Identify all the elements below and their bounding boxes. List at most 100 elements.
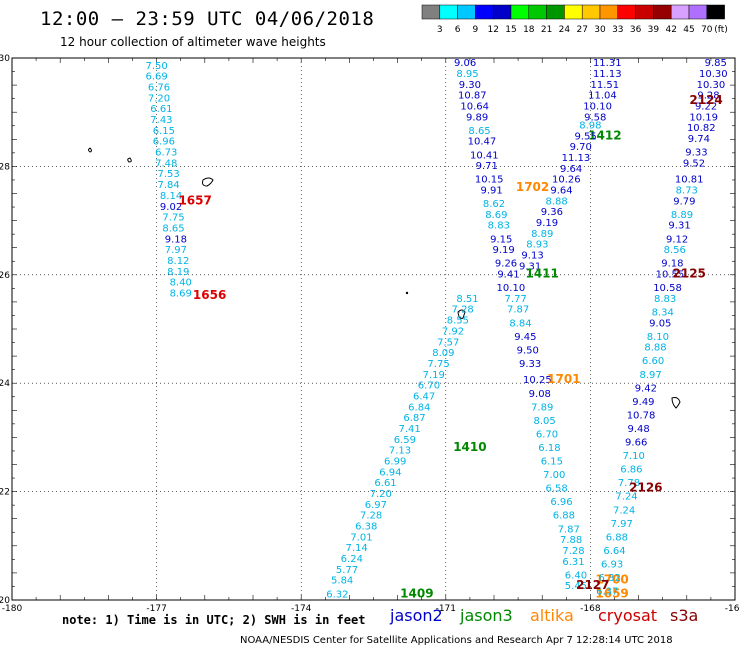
swh-value: 9.33 [519, 359, 541, 370]
swh-value: 11.04 [588, 91, 617, 102]
swh-value: 7.77 [505, 294, 527, 305]
swh-value: 9.12 [666, 234, 688, 245]
swh-value: 9.22 [695, 101, 717, 112]
swh-value: 9.74 [688, 134, 710, 145]
legend-item-s3a: s3a [670, 606, 699, 625]
swh-value: 9.66 [625, 438, 647, 449]
track-label: 1656 [193, 288, 226, 302]
swh-value: 5.45 [565, 581, 587, 592]
swh-value: 8.65 [468, 126, 490, 137]
swh-value: 6.99 [384, 457, 406, 468]
swh-value: 9.58 [584, 112, 606, 123]
swh-value: 9.36 [541, 207, 563, 218]
swh-value: 10.78 [627, 410, 656, 421]
swh-value: 9.13 [521, 251, 543, 262]
swh-value: 10.15 [475, 175, 504, 186]
swh-value: 8.56 [664, 245, 686, 256]
swh-value: 9.08 [529, 389, 551, 400]
swh-value: 9.19 [493, 245, 515, 256]
swh-value: 7.01 [350, 532, 372, 543]
swh-value: 8.95 [456, 69, 478, 80]
swh-value: 10.82 [687, 123, 716, 134]
track-label: 1700 [595, 573, 628, 587]
track-label: 2126 [629, 481, 662, 495]
swh-value: 7.24 [615, 492, 637, 503]
colorbar-tick: 27 [576, 25, 587, 35]
track-label: 2125 [673, 267, 706, 281]
colorbar-tick: 18 [523, 25, 535, 35]
x-tick-label: -180 [2, 604, 23, 614]
swh-value: 7.97 [165, 245, 187, 256]
swh-value: 9.49 [632, 397, 654, 408]
swh-value: 9.41 [497, 270, 519, 281]
colorbar: 3 6 9 12 15 18 21 24 27 30 33 36 39 42 45 70 (ft) [421, 4, 728, 35]
swh-value: 7.43 [150, 115, 172, 126]
track-label: 1412 [588, 128, 621, 142]
swh-value: 6.60 [642, 356, 664, 367]
island-outline [127, 157, 132, 163]
swh-value: 5.77 [336, 565, 358, 576]
swh-value: 6.84 [408, 402, 430, 413]
colorbar-tick: 9 [473, 25, 479, 35]
swh-value: 6.37 [596, 587, 618, 598]
swh-value: 10.81 [675, 175, 704, 186]
swh-value: 6.70 [536, 429, 558, 440]
track-label: 1701 [547, 372, 580, 386]
swh-value: 9.05 [649, 318, 671, 329]
swh-value: 8.14 [160, 191, 182, 202]
swh-value: 11.31 [593, 58, 622, 69]
track-label: 1659 [595, 586, 628, 600]
swh-value: 7.20 [148, 93, 170, 104]
swh-value: 7.75 [427, 359, 449, 370]
swh-value: 8.93 [526, 240, 548, 251]
legend-item-jason3: jason3 [460, 606, 513, 625]
swh-value: 9.33 [685, 148, 707, 159]
colorbar-tick: 30 [594, 25, 606, 35]
chart-plot: -180 -177 -174 -171 -168 -165 20 22 24 26 28 30 7.50… [0, 54, 740, 614]
swh-value: 10.55 [656, 270, 685, 281]
footer-note: note: 1) Time is in UTC; 2) SWH is in fe… [62, 613, 366, 627]
swh-value: 10.41 [470, 150, 499, 161]
swh-value: 5.84 [331, 576, 353, 587]
swh-value: 11.13 [562, 153, 591, 164]
swh-value: 8.98 [579, 120, 601, 131]
swh-value: 9.19 [536, 218, 558, 229]
swh-value: 6.31 [562, 557, 584, 568]
island-dot [405, 291, 409, 295]
plot-frame [11, 57, 736, 601]
swh-value: 7.19 [423, 370, 445, 381]
x-tick-label: -165 [725, 604, 740, 614]
swh-value: 6.61 [374, 478, 396, 489]
swh-value: 7.41 [399, 424, 421, 435]
swh-value: 6.94 [379, 467, 401, 478]
swh-value: 9.52 [683, 158, 705, 169]
swh-value: 9.64 [550, 186, 572, 197]
track-label: 2124 [689, 93, 722, 107]
colorbar-tick: 42 [665, 25, 676, 35]
swh-value: 7.92 [442, 326, 464, 337]
colorbar-tick: 12 [487, 25, 498, 35]
swh-value: 6.15 [541, 457, 563, 468]
swh-value: 8.34 [652, 307, 674, 318]
page-title: 12:00 – 23:59 UTC 04/06/2018 [40, 8, 375, 30]
swh-value: 9.28 [697, 91, 719, 102]
swh-value: 6.32 [326, 589, 348, 600]
x-tick-label: -168 [580, 604, 601, 614]
x-tick-label: -177 [146, 604, 166, 614]
track-label: 2127 [576, 578, 609, 592]
swh-value: 10.19 [689, 112, 718, 123]
colorbar-swatch [706, 4, 725, 20]
swh-value: 8.40 [170, 278, 192, 289]
swh-value: 6.96 [153, 137, 175, 148]
swh-value: 7.87 [507, 305, 529, 316]
swh-value: 9.50 [517, 345, 539, 356]
swh-value: 7.88 [560, 535, 582, 546]
swh-value: 9.91 [480, 186, 502, 197]
swh-value: 6.59 [394, 435, 416, 446]
swh-value: 10.10 [583, 101, 612, 112]
swh-value: 8.83 [488, 221, 510, 232]
swh-value: 7.48 [155, 158, 177, 169]
swh-value: 8.19 [167, 267, 189, 278]
track-label: 1657 [178, 193, 211, 207]
swh-value: 8.12 [167, 256, 189, 267]
